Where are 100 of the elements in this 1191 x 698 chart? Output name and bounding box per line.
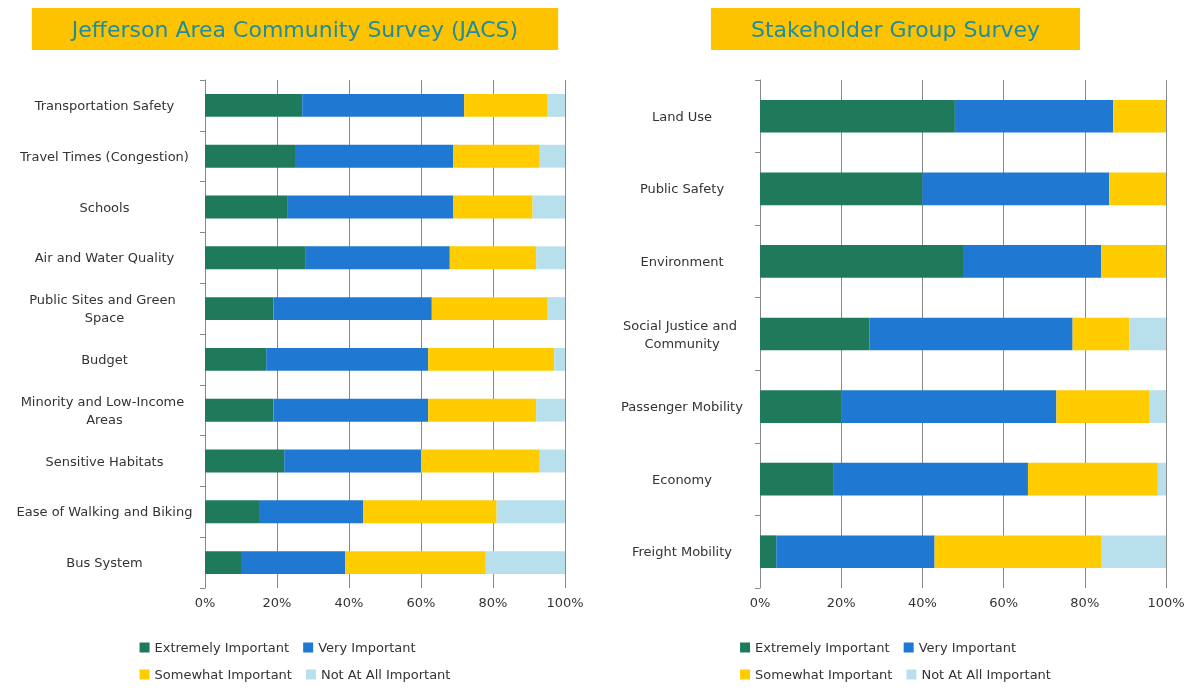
y-tick-label: Air and Water Quality bbox=[34, 250, 175, 266]
bar bbox=[539, 144, 565, 168]
bar bbox=[760, 462, 834, 496]
bar bbox=[273, 398, 429, 422]
legend-label: Not At All Important bbox=[921, 667, 1051, 682]
bar bbox=[760, 245, 963, 278]
legend-label: Not At All Important bbox=[320, 667, 451, 682]
bar bbox=[241, 551, 346, 575]
bar bbox=[205, 93, 303, 117]
bar bbox=[428, 398, 537, 422]
bar bbox=[464, 93, 547, 117]
x-tick-label: 60% bbox=[989, 595, 1019, 610]
bar bbox=[421, 449, 540, 473]
y-tick-label: Ease of Walking and Biking bbox=[16, 504, 193, 520]
y-tick-label: Economy bbox=[652, 471, 713, 487]
bar bbox=[539, 449, 565, 473]
y-tick-label: Passenger Mobility bbox=[621, 399, 744, 415]
bar bbox=[205, 551, 241, 575]
x-tick-label: 0% bbox=[194, 595, 216, 610]
x-tick-label: 40% bbox=[907, 595, 937, 610]
x-tick-label: 100% bbox=[546, 595, 584, 610]
bar bbox=[205, 195, 288, 219]
y-tick-label: Land Use bbox=[651, 108, 713, 124]
bar bbox=[760, 99, 955, 133]
y-tick-label: Environment bbox=[640, 253, 724, 269]
bar bbox=[205, 347, 267, 371]
bar bbox=[205, 144, 295, 168]
bar bbox=[532, 195, 565, 219]
legend-label: Very Important bbox=[918, 640, 1017, 655]
legend-label: Somewhat Important bbox=[755, 667, 893, 682]
bar bbox=[428, 347, 555, 371]
bar bbox=[266, 347, 429, 371]
x-tick-label: 40% bbox=[334, 595, 364, 610]
chart-title: Jefferson Area Community Survey (JACS) bbox=[69, 16, 519, 42]
y-tick-label: Social Justice and Community bbox=[622, 317, 742, 351]
y-tick-label: Freight Mobility bbox=[632, 544, 733, 560]
y-tick-label: Sensitive Habitats bbox=[45, 453, 164, 469]
bar bbox=[536, 246, 565, 270]
bar bbox=[1027, 462, 1158, 496]
y-tick-label: Travel Times (Congestion) bbox=[19, 148, 189, 164]
bar bbox=[295, 144, 454, 168]
bar bbox=[1157, 462, 1166, 496]
bar bbox=[554, 347, 565, 371]
bar bbox=[536, 398, 565, 422]
bar bbox=[760, 317, 870, 351]
bar bbox=[259, 500, 364, 524]
bar bbox=[284, 449, 421, 473]
bar bbox=[1072, 317, 1130, 351]
chart-title: Stakeholder Group Survey bbox=[750, 16, 1041, 42]
bar bbox=[431, 297, 547, 321]
legend-label: Extremely Important bbox=[755, 640, 890, 655]
bar bbox=[205, 297, 274, 321]
legend-label: Extremely Important bbox=[154, 640, 290, 655]
bar bbox=[363, 500, 497, 524]
y-tick-label: Minority and Low-Income Areas bbox=[20, 393, 189, 427]
legend-label: Somewhat Important bbox=[154, 667, 292, 682]
bar bbox=[760, 535, 777, 569]
bar bbox=[954, 99, 1114, 133]
bar bbox=[934, 535, 1102, 569]
bar bbox=[1113, 99, 1166, 133]
x-tick-label: 20% bbox=[262, 595, 292, 610]
bar bbox=[833, 462, 1028, 496]
bar bbox=[205, 449, 285, 473]
bar bbox=[496, 500, 565, 524]
y-tick-label: Transportation Safety bbox=[33, 97, 175, 113]
bar bbox=[760, 172, 923, 206]
bar bbox=[449, 246, 537, 270]
bar bbox=[963, 245, 1102, 278]
x-tick-label: 80% bbox=[1070, 595, 1100, 610]
bar bbox=[547, 297, 565, 321]
x-tick-label: 100% bbox=[1147, 595, 1185, 610]
bar bbox=[841, 390, 1057, 423]
x-tick-label: 20% bbox=[826, 595, 856, 610]
y-tick-label: Public Safety bbox=[639, 181, 725, 197]
bar bbox=[1056, 390, 1150, 423]
bar bbox=[922, 172, 1110, 206]
x-tick-label: 60% bbox=[406, 595, 436, 610]
bar bbox=[305, 246, 450, 270]
bar bbox=[345, 551, 486, 575]
bar bbox=[760, 390, 842, 423]
x-tick-label: 0% bbox=[749, 595, 771, 610]
bar bbox=[205, 500, 259, 524]
x-tick-label: 80% bbox=[478, 595, 508, 610]
bar bbox=[1149, 390, 1166, 423]
bar bbox=[1101, 245, 1166, 278]
bar bbox=[453, 144, 540, 168]
bar bbox=[302, 93, 465, 117]
bar bbox=[287, 195, 454, 219]
bar bbox=[1101, 535, 1166, 569]
bar bbox=[869, 317, 1073, 351]
y-tick-label: Public Sites and Green Space bbox=[29, 292, 180, 326]
y-tick-label: Bus System bbox=[66, 555, 143, 571]
bar bbox=[1129, 317, 1166, 351]
bar bbox=[453, 195, 533, 219]
bar bbox=[205, 246, 306, 270]
legend-label: Very Important bbox=[318, 640, 416, 655]
bar bbox=[273, 297, 432, 321]
bar bbox=[776, 535, 935, 569]
bar bbox=[547, 93, 565, 117]
bar bbox=[205, 398, 274, 422]
